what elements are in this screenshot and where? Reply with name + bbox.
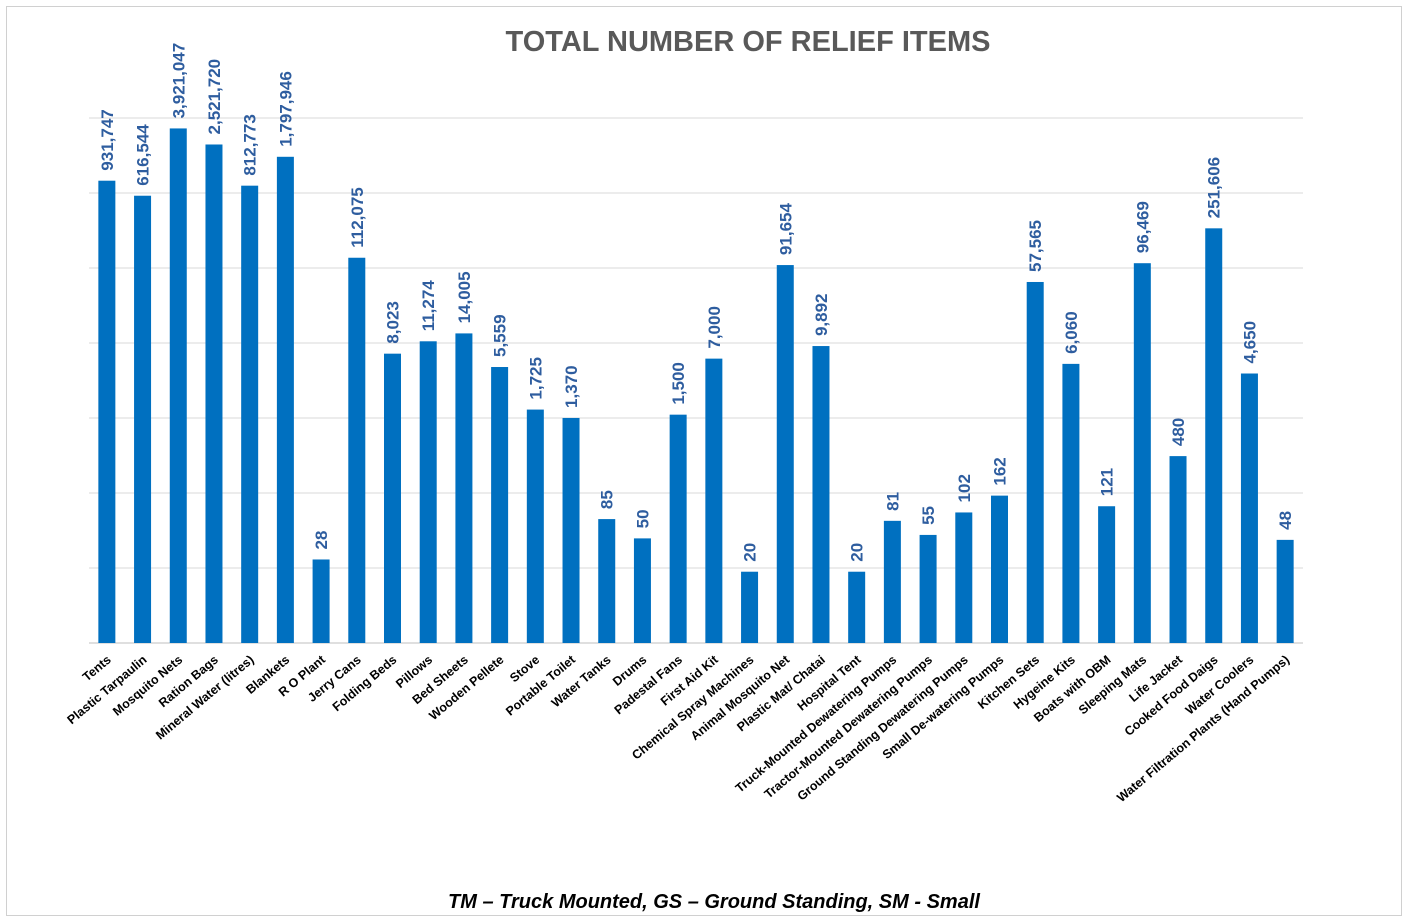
value-label: 4,650	[1240, 321, 1259, 364]
bar	[348, 257, 366, 643]
bar	[598, 519, 616, 643]
bar	[633, 538, 651, 643]
value-label: 28	[312, 531, 331, 550]
value-label: 85	[598, 490, 617, 509]
bar	[812, 346, 830, 643]
bar	[919, 534, 937, 643]
bar	[419, 341, 437, 643]
abbreviation-note: TM – Truck Mounted, GS – Ground Standing…	[448, 891, 980, 913]
bar	[1098, 506, 1116, 643]
value-label: 1,370	[562, 365, 581, 408]
value-labels: 931,747 616,544 3,921,047 2,521,720 812,773 1…	[98, 43, 1295, 562]
bar	[1062, 363, 1080, 643]
value-label: 121	[1098, 468, 1117, 496]
value-label: 162	[991, 457, 1010, 485]
value-label: 931,747	[98, 109, 117, 170]
value-label: 5,559	[491, 314, 510, 357]
value-label: 57,565	[1026, 220, 1045, 272]
bar	[241, 185, 259, 643]
value-label: 14,005	[455, 271, 474, 323]
bar	[491, 367, 509, 643]
value-label: 616,544	[134, 124, 153, 186]
bar	[276, 156, 294, 643]
bar	[98, 180, 116, 644]
bar	[741, 571, 759, 643]
chart-frame	[6, 6, 1402, 916]
bar	[384, 353, 401, 643]
value-label: 7,000	[705, 306, 724, 349]
bar	[1133, 263, 1151, 643]
bar	[955, 512, 973, 643]
bar	[705, 358, 723, 643]
bar	[991, 495, 1008, 643]
value-label: 50	[633, 509, 652, 528]
bar	[134, 195, 152, 643]
value-label: 251,606	[1205, 157, 1224, 218]
chart-title: TOTAL NUMBER OF RELIEF ITEMS	[506, 26, 991, 58]
bar	[455, 333, 473, 643]
bars	[98, 128, 1294, 644]
value-label: 11,274	[419, 280, 438, 332]
bar	[526, 409, 544, 643]
value-label: 9,892	[812, 294, 831, 337]
value-label: 48	[1276, 511, 1295, 530]
bar	[1276, 539, 1294, 643]
value-label: 112,075	[348, 187, 367, 248]
value-label: 6,060	[1062, 311, 1081, 354]
value-label: 81	[883, 492, 902, 511]
value-label: 480	[1169, 418, 1188, 446]
bar	[883, 520, 901, 643]
bar	[1026, 281, 1044, 643]
value-label: 1,797,946	[276, 71, 295, 147]
value-label: 1,725	[526, 357, 545, 400]
bar	[776, 265, 794, 643]
category-label: Folding Beds	[330, 653, 400, 715]
bar	[1240, 373, 1258, 643]
value-label: 91,654	[776, 203, 795, 256]
bar	[1205, 228, 1223, 644]
value-label: 3,921,047	[169, 43, 188, 119]
bar	[1169, 456, 1187, 643]
value-label: 2,521,720	[205, 59, 224, 135]
bar	[669, 414, 687, 643]
value-label: 55	[919, 506, 938, 525]
value-label: 20	[848, 543, 867, 562]
value-label: 102	[955, 474, 974, 502]
bar	[562, 417, 580, 643]
bar	[312, 559, 330, 643]
value-label: 812,773	[241, 114, 260, 175]
bar	[205, 144, 223, 644]
gridlines	[89, 117, 1303, 644]
bar	[169, 128, 187, 643]
bar	[848, 571, 866, 643]
value-label: 8,023	[384, 301, 403, 344]
value-label: 20	[741, 543, 760, 562]
value-label: 96,469	[1133, 201, 1152, 253]
value-label: 1,500	[669, 362, 688, 405]
